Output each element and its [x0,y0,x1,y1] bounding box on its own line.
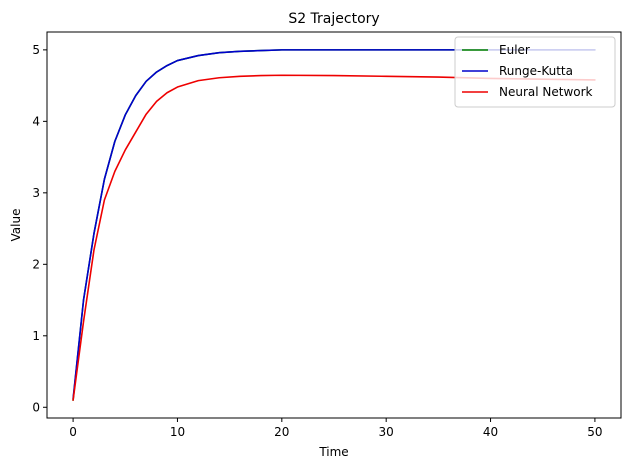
legend-box [454,36,616,108]
y-axis: 0 1 2 3 4 5 [32,43,47,414]
x-tick-label: 30 [379,425,394,439]
legend-label: Neural Network [499,85,593,99]
y-tick-label: 0 [32,400,40,414]
series-line-runge-kutta [72,49,596,400]
x-tick-label: 50 [587,425,602,439]
series-line-neural-network [72,74,596,401]
y-tick-label: 1 [32,329,40,343]
y-tick-label: 3 [32,186,40,200]
y-tick-label: 2 [32,257,40,271]
legend-label: Runge-Kutta [499,64,573,78]
x-tick-label: 10 [170,425,185,439]
x-tick-label: 40 [483,425,498,439]
series-layer [72,49,596,401]
y-axis-label: Value [9,209,23,242]
x-axis-label: Time [318,445,348,459]
y-tick-label: 5 [32,43,40,57]
legend-label: Euler [499,43,530,57]
y-tick-label: 4 [32,114,40,128]
axes-border [46,31,622,419]
x-tick-label: 20 [274,425,289,439]
chart-title: S2 Trajectory [288,11,379,27]
x-axis: 0 10 20 30 40 50 [69,418,603,439]
legend: Euler Runge-Kutta Neural Network [454,36,616,108]
x-tick-label: 0 [69,425,77,439]
